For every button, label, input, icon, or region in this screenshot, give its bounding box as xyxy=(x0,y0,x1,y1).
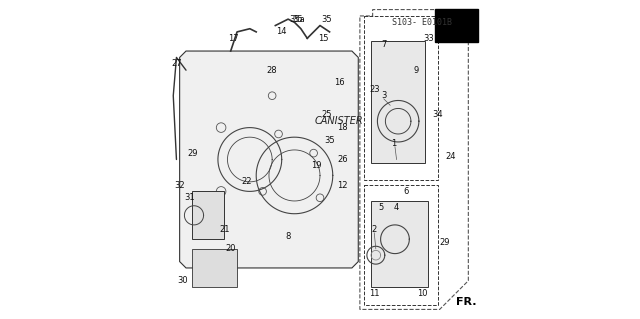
Text: 19: 19 xyxy=(312,161,322,170)
Bar xyxy=(364,16,438,180)
Text: 6: 6 xyxy=(403,187,409,196)
Text: 1: 1 xyxy=(391,139,396,148)
Text: 11: 11 xyxy=(369,289,380,298)
Text: 35: 35 xyxy=(292,15,303,24)
Text: 12: 12 xyxy=(337,181,348,189)
Text: 8: 8 xyxy=(285,232,291,241)
Text: S103- E0101B: S103- E0101B xyxy=(392,18,452,27)
Text: 22: 22 xyxy=(241,177,252,186)
Text: 5: 5 xyxy=(378,203,383,212)
Bar xyxy=(364,185,438,305)
Text: 27: 27 xyxy=(171,59,182,68)
Text: 35: 35 xyxy=(321,15,332,24)
Text: 2: 2 xyxy=(372,225,377,234)
Bar xyxy=(371,41,425,163)
Text: 17: 17 xyxy=(228,34,239,43)
Text: 4: 4 xyxy=(394,203,399,212)
Text: 18: 18 xyxy=(337,123,348,132)
Text: 24: 24 xyxy=(445,152,456,161)
Text: CANISTER: CANISTER xyxy=(315,116,364,126)
Text: 16: 16 xyxy=(334,78,344,87)
Polygon shape xyxy=(180,51,358,268)
Text: 21: 21 xyxy=(219,225,230,234)
Text: 14: 14 xyxy=(276,27,287,36)
Text: 30: 30 xyxy=(177,276,188,285)
Bar xyxy=(371,201,428,287)
Text: 34: 34 xyxy=(433,110,444,119)
Text: 25: 25 xyxy=(321,110,332,119)
Text: 35a: 35a xyxy=(290,15,305,24)
Text: 23: 23 xyxy=(369,85,380,94)
Bar xyxy=(193,249,237,287)
Text: 33: 33 xyxy=(423,34,434,43)
Text: 35: 35 xyxy=(324,136,335,145)
Text: 3: 3 xyxy=(381,91,387,100)
Text: 32: 32 xyxy=(174,181,185,189)
Text: 15: 15 xyxy=(318,34,328,43)
Text: 20: 20 xyxy=(225,244,236,253)
Text: FR.: FR. xyxy=(456,297,477,307)
Text: FR.: FR. xyxy=(446,20,467,31)
Text: 7: 7 xyxy=(381,40,387,49)
Text: 29: 29 xyxy=(187,149,198,158)
Bar xyxy=(193,191,224,239)
Text: 9: 9 xyxy=(413,66,419,75)
Text: 10: 10 xyxy=(417,289,428,298)
Text: 28: 28 xyxy=(267,66,278,75)
Text: 29: 29 xyxy=(439,238,450,247)
Text: 31: 31 xyxy=(184,193,195,202)
Text: 26: 26 xyxy=(337,155,348,164)
